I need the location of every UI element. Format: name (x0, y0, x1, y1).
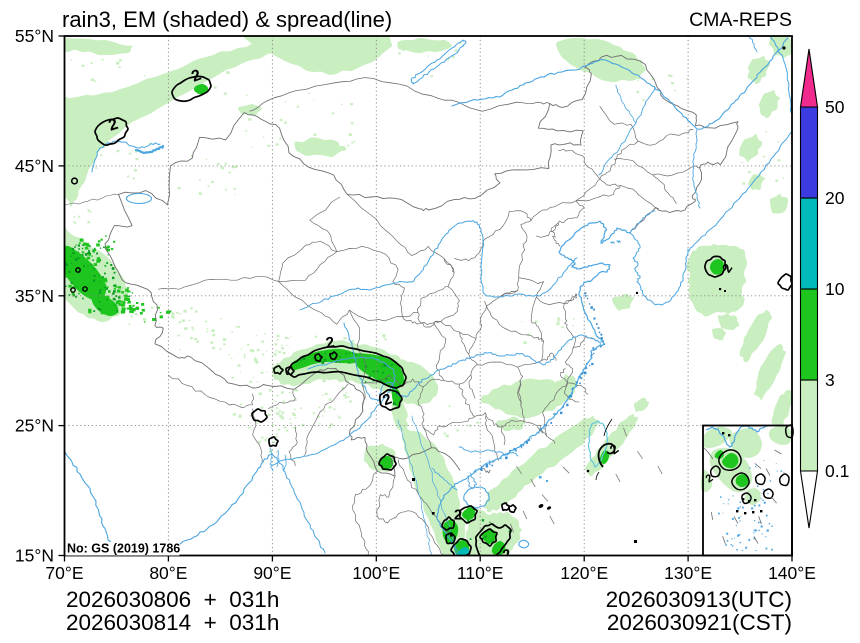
svg-text:2026030806 + 031h: 2026030806 + 031h (66, 587, 279, 612)
svg-text:No: GS (2019) 1786: No: GS (2019) 1786 (67, 542, 180, 556)
svg-text:140°E: 140°E (768, 563, 816, 583)
svg-text:rain3, EM (shaded) & spread(li: rain3, EM (shaded) & spread(line) (62, 7, 392, 32)
svg-text:70°E: 70°E (45, 563, 83, 583)
svg-text:3: 3 (825, 370, 835, 390)
svg-text:45°N: 45°N (15, 156, 54, 176)
svg-text:20: 20 (825, 188, 845, 208)
svg-text:90°E: 90°E (253, 563, 291, 583)
svg-text:10: 10 (825, 279, 845, 299)
svg-text:100°E: 100°E (352, 563, 400, 583)
svg-text:110°E: 110°E (457, 563, 504, 583)
svg-text:0.1: 0.1 (825, 461, 849, 481)
svg-text:2026030814 + 031h: 2026030814 + 031h (66, 610, 279, 635)
svg-text:15°N: 15°N (15, 546, 54, 566)
svg-text:2: 2 (454, 506, 462, 523)
svg-text:CMA-REPS: CMA-REPS (689, 9, 792, 31)
svg-text:2026030913(UTC): 2026030913(UTC) (606, 587, 792, 612)
svg-text:2: 2 (500, 545, 514, 563)
svg-text:80°E: 80°E (149, 563, 187, 583)
svg-text:50: 50 (825, 97, 845, 117)
svg-text:55°N: 55°N (15, 26, 54, 46)
svg-text:25°N: 25°N (15, 416, 54, 436)
svg-text:2: 2 (704, 472, 716, 485)
svg-text:35°N: 35°N (15, 286, 54, 306)
svg-text:120°E: 120°E (560, 563, 608, 583)
svg-text:130°E: 130°E (664, 563, 712, 583)
svg-text:2: 2 (325, 334, 336, 352)
svg-text:2026030921(CST): 2026030921(CST) (607, 610, 792, 635)
